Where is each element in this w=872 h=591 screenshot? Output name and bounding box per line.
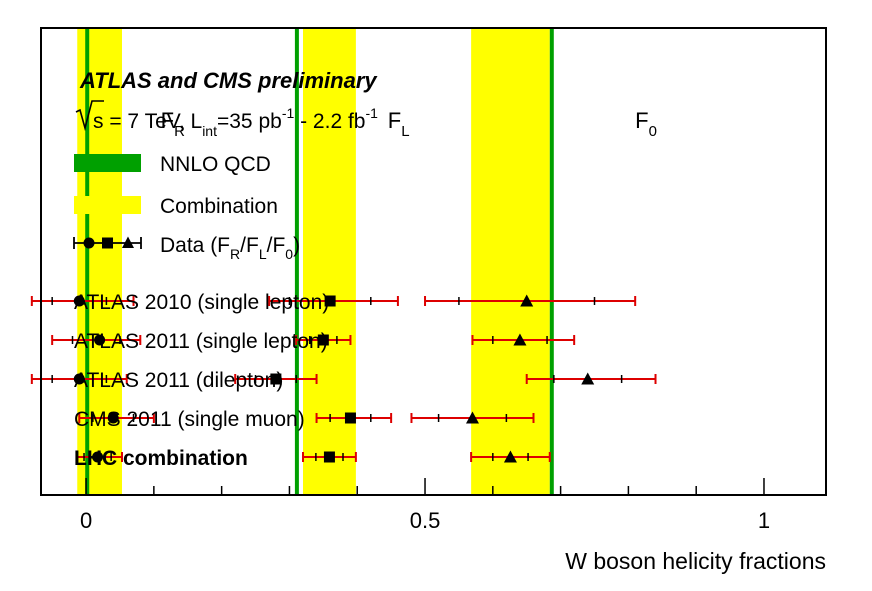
nnlo-line-0 [85, 29, 90, 494]
fraction-label-main: F [161, 108, 174, 133]
measurement-point-f-r [30, 295, 135, 307]
marker-circle [92, 451, 104, 463]
marker-square [317, 334, 329, 346]
lumi-text-1: =35 pb [217, 110, 282, 133]
marker-square [324, 295, 336, 307]
fraction-label-L: FL [388, 108, 410, 140]
sqrt-sign [75, 100, 104, 132]
measurement-point-f-r [51, 334, 142, 346]
measurement-label: ATLAS 2010 (single lepton) [74, 291, 329, 314]
legend-data-r: R [230, 246, 240, 262]
measurement-point-f-r [78, 412, 155, 424]
legend-data-slash-2: /F [267, 234, 286, 257]
marker-triangle [503, 450, 517, 463]
measurement-point-f-l [315, 412, 393, 424]
combination-bands [77, 29, 550, 494]
measurement-point-f-l [295, 334, 352, 346]
legend-nnlo-swatch [74, 154, 141, 172]
nnlo-line-1 [294, 29, 299, 494]
fraction-label-0: F0 [635, 108, 657, 140]
measurement-point-f-0 [525, 372, 657, 385]
legend-data-0: 0 [285, 246, 293, 262]
x-axis-tick-labels: 0 0.5 1 [80, 508, 770, 533]
marker-square [344, 412, 356, 424]
lumi-exp-1: -1 [282, 105, 295, 121]
measurement-point-f-l [234, 373, 318, 385]
x-tick-label: 0 [80, 508, 92, 533]
chart-title: ATLAS and CMS preliminary [79, 68, 378, 93]
svg-text:s = 7 TeV, Lint=35 pb-1 - 2.2: s = 7 TeV, Lint=35 pb-1 - 2.2 fb-1 [93, 105, 378, 139]
x-tick-label: 0.5 [410, 508, 441, 533]
x-tick-label: 1 [758, 508, 770, 533]
marker-square [270, 373, 282, 385]
fraction-label-R: FR [161, 108, 185, 140]
sqrt-s: s [93, 110, 104, 133]
marker-circle [73, 373, 85, 385]
measurement-point-f-0 [471, 333, 576, 346]
nnlo-lines [85, 29, 554, 494]
measurement-label: ATLAS 2011 (single lepton) [74, 330, 328, 353]
lumi-exp-2: -1 [365, 105, 378, 121]
legend-data-prefix: Data (F [160, 234, 230, 257]
legend-data-label: Data (FR/FL/F0) [160, 234, 300, 262]
legend-data-symbol [73, 236, 142, 249]
measurement-label: CMS 2011 (single muon) [74, 408, 305, 431]
lumi-text-2: - 2.2 fb [294, 110, 365, 133]
fraction-label-main: F [388, 108, 401, 133]
data-points [30, 294, 657, 463]
marker-triangle [581, 372, 595, 385]
marker-circle [73, 295, 85, 307]
nnlo-line-2 [549, 29, 554, 494]
legend-data-suffix: ) [293, 234, 300, 257]
legend-nnlo-label: NNLO QCD [160, 153, 271, 176]
combination-band-1 [303, 29, 356, 494]
legend-square-marker [102, 237, 113, 249]
legend-combination-swatch [74, 196, 141, 214]
fraction-label-sub: R [174, 123, 185, 140]
measurement-label: LHC combination [74, 447, 248, 470]
measurement-labels: ATLAS 2010 (single lepton) ATLAS 2011 (si… [74, 291, 329, 470]
legend-data-slash-1: /F [240, 234, 259, 257]
legend: NNLO QCD Combination Data (FR/FL/F0) [73, 153, 300, 262]
plot-frame [40, 27, 827, 496]
legend-circle-marker [83, 237, 95, 249]
fraction-label-sub: 0 [649, 123, 657, 140]
marker-triangle [520, 294, 534, 307]
measurement-point-f-l [268, 295, 399, 307]
legend-triangle-marker [122, 236, 134, 248]
fraction-label-sub: L [401, 123, 409, 140]
x-axis-ticks [85, 478, 765, 494]
int-subscript: int [202, 123, 217, 139]
energy-lumi-label: s = 7 TeV, Lint=35 pb-1 - 2.2 fb-1 [75, 100, 378, 139]
measurement-point-f-r [30, 373, 128, 385]
marker-square [323, 451, 335, 463]
measurement-label: ATLAS 2011 (dilepton) [74, 369, 283, 392]
marker-circle [94, 334, 106, 346]
combination-band-2 [471, 29, 550, 494]
measurement-point-f-r [76, 451, 123, 463]
measurement-point-f-0 [410, 411, 535, 424]
measurement-point-f-0 [470, 450, 551, 463]
marker-triangle [465, 411, 479, 424]
fraction-label-main: F [635, 108, 648, 133]
measurement-point-f-l [302, 451, 357, 463]
measurement-point-f-0 [424, 294, 637, 307]
marker-circle [107, 412, 119, 424]
legend-data-l: L [259, 246, 267, 262]
marker-triangle [513, 333, 527, 346]
legend-combination-label: Combination [160, 195, 278, 218]
fraction-labels: FR FL F0 [161, 108, 657, 140]
x-axis-label: W boson helicity fractions [565, 548, 826, 574]
energy-text: = 7 TeV, L [104, 110, 203, 133]
